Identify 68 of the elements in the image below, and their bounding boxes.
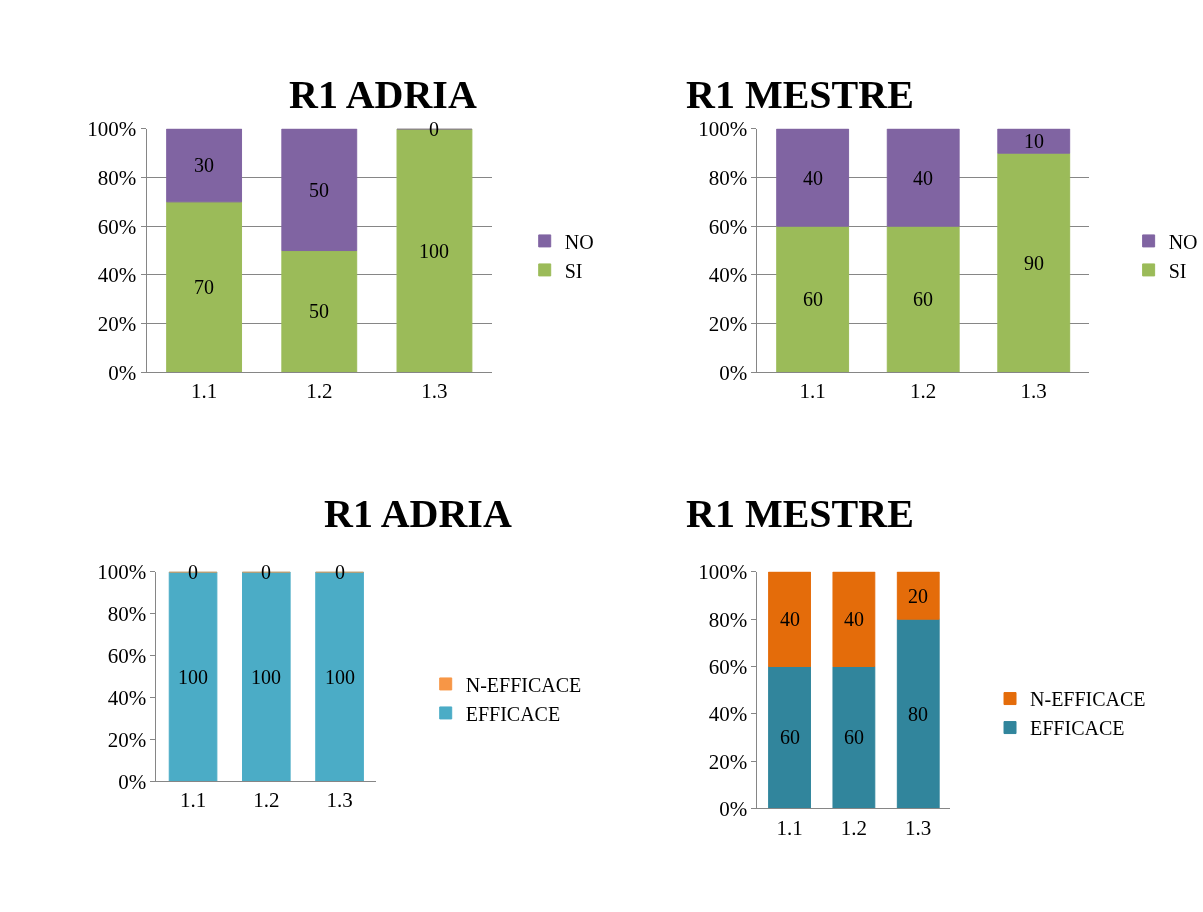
y-tick-label: 40% — [708, 263, 748, 288]
y-tick-label: 80% — [708, 165, 748, 190]
legend-label: SI — [564, 259, 583, 282]
y-tick-label: 60% — [708, 214, 748, 239]
data-label: 70 — [194, 276, 214, 298]
x-tick-label: 1.3 — [326, 788, 353, 813]
data-label: 40 — [803, 167, 823, 189]
y-tick-label: 0% — [719, 360, 748, 385]
chart-title: R1 ADRIA — [324, 491, 512, 536]
x-tick-label: 1.1 — [179, 788, 207, 813]
data-label: 100 — [251, 666, 281, 688]
chart-title: R1 ADRIA — [289, 72, 477, 117]
data-label: 60 — [780, 726, 800, 748]
y-tick-label: 80% — [708, 607, 748, 632]
data-label: 60 — [844, 726, 864, 748]
data-label: 60 — [803, 288, 823, 310]
data-label: 20 — [908, 585, 928, 607]
y-tick-label: 60% — [107, 643, 147, 668]
y-tick-label: 100% — [87, 117, 137, 142]
data-label: 50 — [309, 300, 329, 322]
y-tick-label: 60% — [708, 654, 748, 679]
data-label: 60 — [913, 288, 933, 310]
y-tick-label: 20% — [708, 749, 748, 774]
x-tick-label: 1.1 — [776, 815, 803, 840]
x-tick-label: 1.2 — [306, 379, 333, 404]
chart-title: R1 MESTRE — [686, 72, 914, 117]
legend-label: EFFICACE — [465, 702, 561, 725]
x-tick-label: 1.1 — [799, 379, 826, 404]
x-tick-label: 1.1 — [190, 379, 218, 404]
data-label: 40 — [913, 167, 933, 189]
data-label: 100 — [419, 240, 449, 262]
data-label: 30 — [194, 154, 214, 176]
x-tick-label: 1.3 — [421, 379, 448, 404]
y-tick-label: 40% — [708, 702, 748, 727]
y-tick-label: 80% — [107, 602, 147, 627]
data-label: 40 — [780, 608, 800, 630]
y-tick-label: 80% — [97, 165, 137, 190]
x-tick-label: 1.2 — [253, 788, 280, 813]
data-label: 100 — [325, 666, 355, 688]
x-tick-label: 1.3 — [1020, 379, 1047, 404]
legend-label: SI — [1168, 259, 1187, 282]
data-label: 40 — [844, 608, 864, 630]
y-tick-label: 40% — [107, 685, 147, 710]
legend-label: N-EFFICACE — [1030, 688, 1146, 711]
data-label: 50 — [309, 179, 329, 201]
x-tick-label: 1.2 — [840, 815, 868, 840]
data-label: 100 — [178, 666, 208, 688]
y-tick-label: 0% — [108, 360, 137, 385]
y-tick-label: 0% — [719, 796, 748, 821]
y-tick-label: 40% — [97, 263, 137, 288]
y-tick-label: 100% — [97, 560, 147, 585]
y-tick-label: 20% — [97, 311, 137, 336]
y-tick-label: 20% — [107, 727, 147, 752]
legend-label: NO — [564, 230, 594, 253]
y-tick-label: 20% — [708, 311, 748, 336]
chart-title: R1 MESTRE — [686, 491, 914, 536]
y-tick-label: 100% — [698, 560, 748, 585]
y-tick-label: 100% — [698, 117, 748, 142]
x-tick-label: 1.2 — [910, 379, 937, 404]
legend-label: N-EFFICACE — [465, 673, 582, 696]
y-tick-label: 0% — [118, 769, 147, 794]
legend-label: NO — [1168, 230, 1198, 253]
data-label: 80 — [908, 703, 928, 725]
x-tick-label: 1.3 — [905, 815, 932, 840]
legend-label: EFFICACE — [1030, 717, 1125, 740]
data-label: 10 — [1024, 130, 1044, 152]
data-label: 90 — [1024, 252, 1044, 274]
y-tick-label: 60% — [97, 214, 137, 239]
